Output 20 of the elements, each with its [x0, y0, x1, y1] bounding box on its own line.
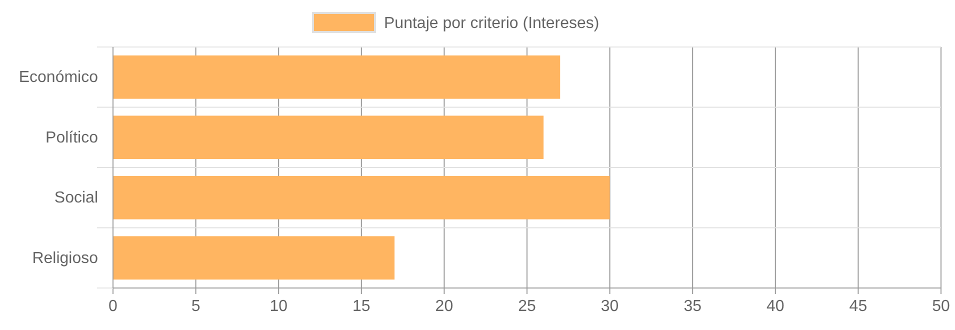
x-tick-label: 5 [191, 298, 200, 315]
x-tick-label: 50 [932, 298, 950, 315]
y-tick-label: Social [54, 190, 98, 207]
y-tick-label: Político [46, 129, 98, 146]
x-tick-label: 40 [766, 298, 784, 315]
y-tick-label: Religioso [32, 250, 98, 267]
bar [113, 116, 544, 160]
bar [113, 236, 395, 280]
legend-label: Puntaje por criterio (Intereses) [384, 15, 600, 32]
bar [113, 55, 560, 99]
x-tick-label: 20 [435, 298, 454, 315]
x-tick-label: 45 [849, 298, 868, 315]
x-tick-label: 0 [108, 298, 118, 315]
y-tick-label: Económico [18, 69, 98, 86]
x-tick-label: 30 [600, 298, 619, 315]
x-tick-label: 35 [684, 298, 702, 315]
x-tick-label: 10 [270, 298, 288, 315]
bar [113, 176, 610, 220]
x-tick-label: 25 [518, 298, 536, 315]
x-tick-label: 15 [352, 298, 370, 315]
